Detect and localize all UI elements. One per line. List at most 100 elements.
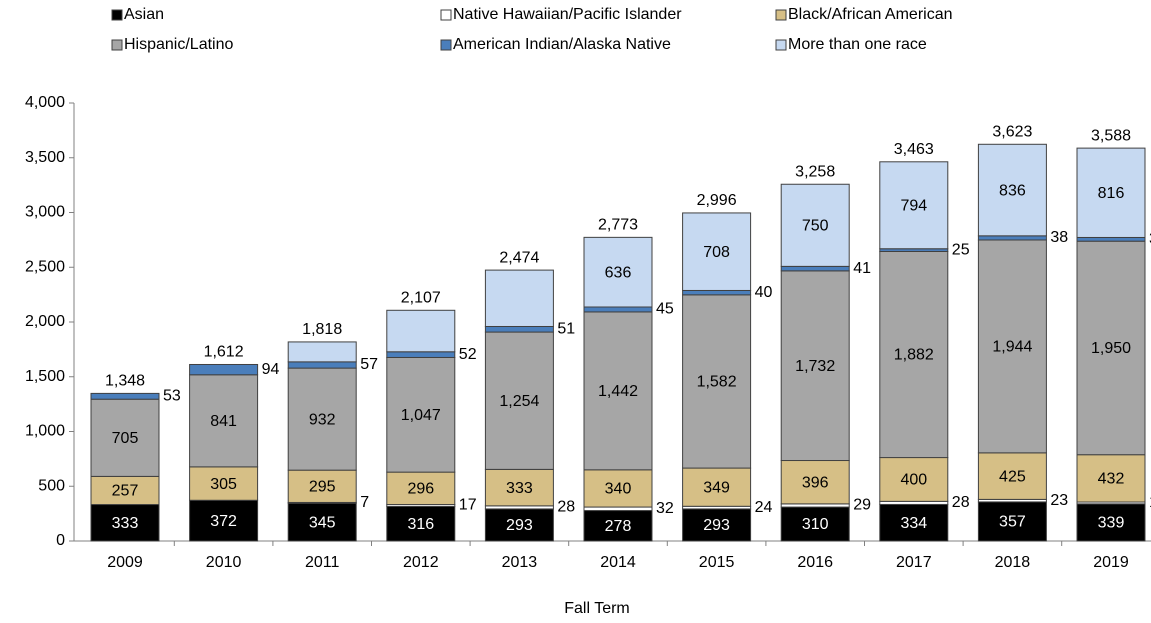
x-axis-label: Fall Term	[564, 600, 630, 617]
data-label: 432	[1098, 471, 1125, 488]
x-tick-label: 2017	[896, 554, 932, 571]
data-label: 841	[210, 413, 237, 430]
total-label: 2,773	[598, 217, 638, 234]
bar-segment	[386, 471, 456, 506]
bar-segment	[682, 289, 752, 296]
bar-segment	[682, 508, 752, 542]
bar-segment	[189, 374, 259, 468]
bar-segment	[287, 361, 357, 369]
x-tick-label: 2012	[403, 554, 439, 571]
x-tick-label: 2018	[995, 554, 1031, 571]
bar-segment	[879, 457, 949, 502]
data-label: 705	[112, 430, 139, 447]
legend-label: American Indian/Alaska Native	[453, 36, 671, 53]
data-label: 1,950	[1091, 340, 1131, 357]
legend-swatch	[111, 39, 123, 51]
data-label: 7	[360, 494, 369, 511]
bar-segment	[780, 460, 850, 505]
data-label: 278	[605, 518, 632, 535]
data-label: 1,582	[697, 374, 737, 391]
bar-segment	[977, 239, 1047, 454]
data-label: 52	[459, 346, 477, 363]
legend-label: Black/African American	[788, 6, 953, 23]
data-label: 357	[999, 514, 1026, 531]
bar-segment	[780, 183, 850, 267]
total-label: 3,623	[992, 124, 1032, 141]
data-label: 29	[853, 497, 871, 514]
x-tick-label: 2010	[206, 554, 242, 571]
x-tick-label: 2019	[1093, 554, 1129, 571]
total-label: 3,258	[795, 163, 835, 180]
data-label: 305	[210, 476, 237, 493]
bar-segment	[583, 311, 653, 471]
total-label: 1,348	[105, 373, 145, 390]
legend-label: More than one race	[788, 36, 927, 53]
bar-segment	[879, 503, 949, 542]
data-label: 257	[112, 483, 139, 500]
data-label: 340	[605, 481, 632, 498]
data-label: 17	[459, 497, 477, 514]
bar-segment	[583, 469, 653, 508]
bar-segment	[90, 475, 160, 506]
x-tick-label: 2016	[797, 554, 833, 571]
data-label: 316	[407, 516, 434, 533]
y-tick-label: 1,500	[25, 368, 65, 385]
total-label: 2,996	[697, 192, 737, 209]
x-tick-label: 2011	[305, 554, 340, 571]
data-label: 23	[1050, 492, 1068, 509]
bar-segment	[484, 468, 554, 507]
bar-segment	[1076, 240, 1146, 456]
legend-swatch	[111, 9, 123, 21]
bar-segment	[780, 265, 850, 272]
x-tick-label: 2009	[107, 554, 143, 571]
bar-segment	[287, 502, 357, 542]
data-label: 310	[802, 516, 829, 533]
data-label: 38	[1050, 229, 1068, 246]
bar-segment	[189, 466, 259, 501]
data-label: 1,944	[992, 339, 1032, 356]
data-label: 24	[755, 499, 773, 516]
data-label: 293	[506, 517, 533, 534]
legend-label: Hispanic/Latino	[124, 36, 234, 53]
bar-segment	[1076, 454, 1146, 503]
data-label: 1,254	[499, 393, 539, 410]
bar-segment	[682, 467, 752, 507]
bar-segment	[484, 325, 554, 333]
data-label: 816	[1098, 185, 1125, 202]
total-label: 3,588	[1091, 127, 1131, 144]
data-label: 372	[210, 513, 237, 530]
data-label: 932	[309, 411, 336, 428]
total-label: 2,107	[401, 290, 441, 307]
bar-segment	[1076, 147, 1146, 238]
data-label: 34	[1149, 231, 1151, 248]
bar-segment	[287, 341, 357, 363]
bar-segment	[484, 269, 554, 327]
total-label: 1,818	[302, 321, 342, 338]
data-label: 750	[802, 218, 829, 235]
data-label: 396	[802, 474, 829, 491]
bar-segment	[583, 306, 653, 313]
bar-segment	[977, 143, 1047, 237]
bar-segment	[977, 501, 1047, 542]
data-label: 333	[112, 515, 139, 532]
data-label: 339	[1098, 515, 1125, 532]
x-tick-label: 2014	[600, 554, 636, 571]
legend-label: Asian	[124, 6, 164, 23]
data-label: 293	[703, 517, 730, 534]
bar-segment	[682, 212, 752, 291]
bar-segment	[287, 469, 357, 503]
bar-segment	[386, 356, 456, 473]
data-label: 295	[309, 479, 336, 496]
data-label: 636	[605, 264, 632, 281]
bar-segment	[583, 510, 653, 542]
data-label: 400	[900, 472, 927, 489]
y-tick-label: 3,000	[25, 204, 65, 221]
bar-segment	[386, 309, 456, 353]
bar-segment	[90, 398, 160, 477]
bar-segment	[484, 331, 554, 470]
y-tick-label: 3,500	[25, 149, 65, 166]
y-tick-label: 2,500	[25, 258, 65, 275]
data-label: 40	[755, 284, 773, 301]
x-tick-label: 2013	[502, 554, 538, 571]
